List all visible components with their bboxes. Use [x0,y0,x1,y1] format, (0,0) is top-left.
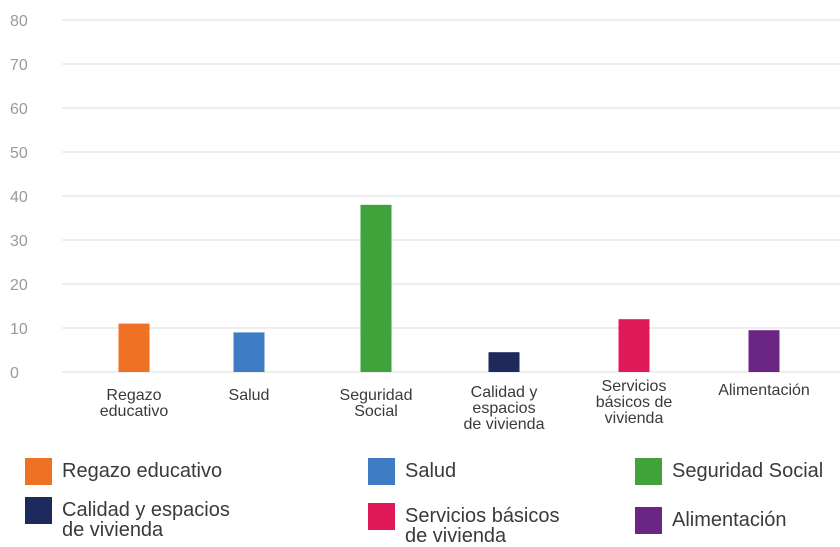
bar-3 [488,352,520,372]
y-tick-label-20: 20 [10,277,28,294]
bar-1 [233,332,265,372]
legend-item-1: Salud [368,458,456,485]
legend-label-0: Regazo educativo [62,460,223,482]
legend-label-3: Calidad y espacios de vivienda [62,499,230,541]
y-tick-label-40: 40 [10,189,28,206]
x-tick-label-3: Calidad y espacios de vivienda [464,384,545,433]
x-tick-label-4: Servicios básicos de vivienda [596,378,673,427]
x-tick-label-5: Alimentación [718,382,810,399]
x-tick-label-0: Regazo educativo [100,387,169,420]
bar-4 [618,319,650,372]
legend-label-1: Salud [405,460,457,482]
legend-swatch-4 [368,503,395,530]
bar-2 [360,204,392,372]
y-tick-label-60: 60 [10,101,28,118]
legend-item-5: Alimentación [635,507,787,534]
y-tick-label-80: 80 [10,13,28,30]
legend-swatch-2 [635,458,662,485]
legend-item-3: Calidad y espacios de vivienda [25,497,230,540]
legend-item-2: Seguridad Social [635,458,823,485]
legend-label-2: Seguridad Social [672,460,824,482]
bar-5 [748,330,780,372]
legend-item-4: Servicios básicos de vivienda [368,503,560,546]
legend-label-5: Alimentación [672,509,787,531]
legend-label-4: Servicios básicos de vivienda [405,505,560,547]
legend-item-0: Regazo educativo [25,458,222,485]
legend-swatch-0 [25,458,52,485]
y-tick-label-50: 50 [10,145,28,162]
y-tick-label-0: 0 [10,365,19,382]
legend-swatch-3 [25,497,52,524]
y-tick-label-10: 10 [10,321,28,338]
y-tick-label-30: 30 [10,233,28,250]
legend-swatch-5 [635,507,662,534]
y-tick-label-70: 70 [10,57,28,74]
legend-swatch-1 [368,458,395,485]
bar-0 [118,323,150,372]
x-tick-label-2: Seguridad Social [340,387,413,420]
x-tick-label-1: Salud [229,387,270,404]
